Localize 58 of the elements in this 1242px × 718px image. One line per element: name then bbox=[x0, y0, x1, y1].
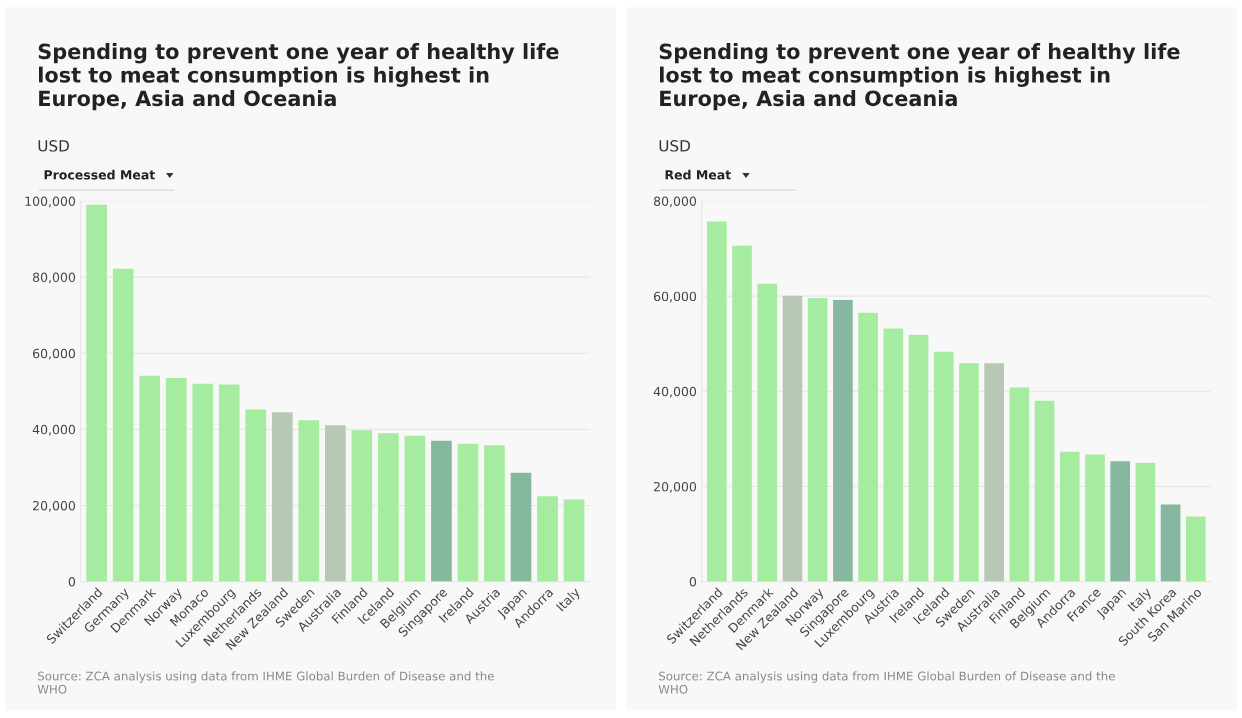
bar bbox=[959, 363, 979, 582]
bar bbox=[165, 377, 187, 582]
bar bbox=[707, 221, 727, 582]
chart-subtitle: USD bbox=[659, 140, 690, 152]
bar bbox=[833, 299, 853, 582]
chart-title: Spending to prevent one year of healthy life lost to meat consumption is highest in Europe, Asia and Oceania bbox=[38, 43, 559, 111]
bar bbox=[1085, 454, 1105, 582]
source-note: Source: ZCA analysis using data from IHME Global Burden of Disease and the WHO bbox=[37, 671, 494, 694]
bar bbox=[858, 312, 878, 582]
bar bbox=[245, 409, 267, 582]
bar bbox=[1135, 462, 1156, 582]
bar bbox=[563, 499, 585, 582]
y-tick-label: 100,000 bbox=[25, 196, 76, 208]
bar bbox=[192, 383, 214, 582]
bar bbox=[218, 384, 240, 582]
bar bbox=[351, 430, 373, 582]
y-tick-label: 0 bbox=[68, 577, 76, 587]
bar bbox=[807, 298, 828, 582]
source-note: Source: ZCA analysis using data from IHME Global Burden of Disease and the WHO bbox=[658, 671, 1115, 694]
bar bbox=[271, 412, 293, 582]
y-tick-label: 40,000 bbox=[653, 386, 697, 398]
bar bbox=[1059, 451, 1080, 582]
bar bbox=[1034, 400, 1055, 582]
y-tick-label: 40,000 bbox=[32, 424, 76, 436]
bar bbox=[757, 283, 778, 582]
bar bbox=[510, 472, 532, 582]
bar bbox=[1185, 516, 1206, 582]
y-tick-label: 0 bbox=[689, 577, 697, 587]
bar bbox=[378, 433, 399, 582]
bar bbox=[1009, 387, 1030, 582]
bar bbox=[457, 443, 479, 582]
y-tick-label: 60,000 bbox=[33, 348, 76, 360]
bar bbox=[1110, 461, 1131, 582]
y-tick-label: 20,000 bbox=[654, 481, 697, 493]
chart-subtitle: USD bbox=[38, 140, 69, 152]
y-tick-label: 80,000 bbox=[32, 272, 76, 284]
bar bbox=[298, 420, 320, 582]
bar bbox=[86, 204, 107, 582]
bar bbox=[404, 435, 426, 582]
chart-title: Spending to prevent one year of healthy life lost to meat consumption is highest in Europe, Asia and Oceania bbox=[659, 43, 1180, 111]
bar bbox=[782, 295, 803, 582]
bar bbox=[732, 245, 752, 582]
bar bbox=[537, 496, 558, 582]
bar bbox=[984, 363, 1004, 582]
bar bbox=[139, 375, 161, 582]
bar bbox=[112, 268, 134, 582]
bar bbox=[933, 351, 954, 582]
text: Red Meat bbox=[665, 169, 731, 180]
text: Processed Meat bbox=[44, 169, 155, 180]
bar bbox=[484, 445, 505, 582]
bar bbox=[325, 425, 346, 582]
bar bbox=[883, 328, 904, 582]
y-tick-label: 60,000 bbox=[654, 291, 697, 303]
bar bbox=[1160, 504, 1181, 582]
bar bbox=[908, 334, 929, 582]
y-tick-label: 20,000 bbox=[33, 500, 76, 512]
bar bbox=[431, 440, 452, 582]
y-tick-label: 80,000 bbox=[653, 196, 697, 208]
